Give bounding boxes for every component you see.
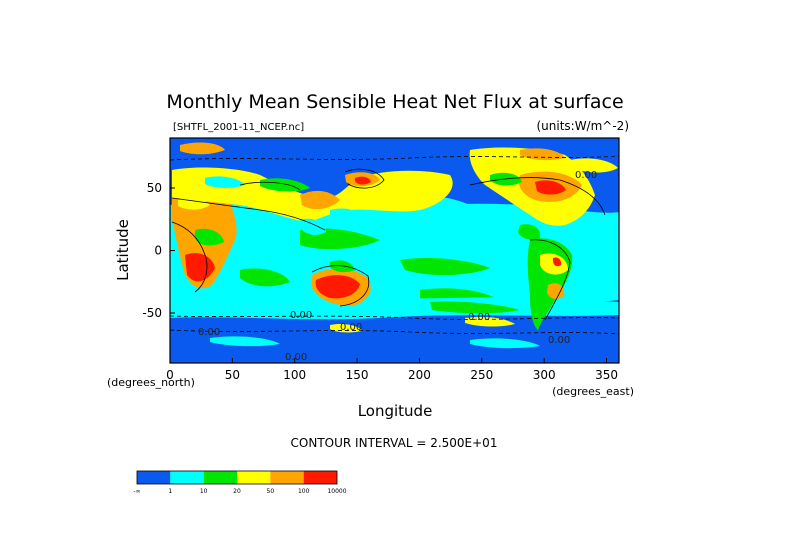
colorbar-label: 10 — [200, 488, 208, 495]
chart-title: Monthly Mean Sensible Heat Net Flux at s… — [166, 91, 623, 113]
contour-line — [311, 265, 370, 307]
x-tick-label: 250 — [470, 368, 493, 382]
antarctic-cyan — [470, 338, 540, 349]
contour-line — [529, 239, 571, 321]
x-tick-label: 150 — [346, 368, 369, 382]
x-tick-label: 300 — [533, 368, 556, 382]
contour-line — [239, 181, 301, 191]
colorbar-label: 1 — [168, 488, 172, 495]
southern-strip — [170, 297, 619, 320]
x-tick-label: 0 — [166, 368, 174, 382]
x-axis: 0 50 100 150 200 250 300 350 — [166, 358, 618, 382]
file-label: [SHTFL_2001-11_NCEP.nc] — [173, 122, 304, 133]
tropical-green-patch — [400, 257, 490, 276]
contour-line — [170, 315, 619, 320]
y-tick-label: 0 — [154, 244, 162, 258]
contour-label: 0.00 — [340, 322, 362, 333]
colorbar-swatch — [237, 471, 271, 484]
x-axis-label: Longitude — [358, 402, 433, 420]
africa-green — [195, 228, 224, 246]
contour-line — [171, 197, 326, 231]
y-tick-label: -50 — [142, 306, 162, 320]
tropical-green-patch — [240, 268, 290, 287]
contour-label: 0.00 — [548, 335, 570, 346]
y-unit-label: (degrees_north) — [107, 376, 195, 389]
canada-yellow — [570, 158, 618, 173]
contour-label: 0.00 — [198, 327, 220, 338]
colorbar-swatch — [303, 471, 337, 484]
plot-area — [170, 138, 619, 363]
arctic-orange — [520, 148, 565, 161]
colorbar-swatch — [137, 471, 171, 484]
contour-label: 0.00 — [575, 170, 597, 181]
contour-line — [170, 329, 619, 335]
contour-labels: 0.00 0.00 0.00 0.00 0.00 0.00 0.00 — [198, 170, 597, 363]
colorbar: -∞ 1 10 20 50 100 10000 — [133, 470, 347, 495]
contour-line — [171, 221, 208, 293]
y-axis: -50 0 50 — [142, 181, 175, 320]
eurasia-orange — [300, 190, 340, 210]
units-label: (units:W/m^-2) — [536, 119, 629, 133]
colorbar-label: 20 — [233, 488, 241, 495]
central-america-green — [518, 224, 541, 240]
x-tick-label: 100 — [283, 368, 306, 382]
colorbar-label: 10000 — [327, 488, 346, 495]
europe-cyan — [205, 176, 245, 188]
y-axis-label: Latitude — [114, 219, 132, 281]
contour-line — [344, 168, 385, 189]
contour-interval-text: CONTOUR INTERVAL = 2.500E+01 — [291, 436, 498, 450]
contour-label: 0.00 — [285, 352, 307, 363]
colorbar-frame — [136, 470, 338, 485]
colorbar-label: 100 — [298, 488, 310, 495]
south-america-orange — [547, 283, 565, 299]
colorbar-swatch — [203, 471, 237, 484]
contour-label: 0.00 — [290, 310, 312, 321]
southern-green — [430, 301, 520, 314]
x-unit-label: (degrees_east) — [552, 385, 634, 398]
colorbar-label: -∞ — [133, 488, 140, 495]
north-america-red — [535, 180, 566, 195]
colorbar-swatch — [270, 471, 304, 484]
andes-red — [553, 257, 562, 267]
y-tick-label: 50 — [147, 181, 162, 195]
africa-red — [185, 253, 215, 282]
contour-line — [469, 177, 606, 216]
antarctic-cyan — [210, 336, 280, 347]
australia-red — [315, 275, 360, 299]
contour-line — [170, 155, 619, 161]
contour-lines — [170, 155, 619, 335]
tibet-red — [355, 176, 371, 185]
east-asia-cyan — [330, 208, 362, 226]
colorbar-swatch — [170, 471, 204, 484]
x-tick-label: 350 — [595, 368, 618, 382]
x-tick-label: 200 — [408, 368, 431, 382]
x-tick-label: 50 — [225, 368, 240, 382]
colorbar-label: 50 — [267, 488, 275, 495]
contour-label: 0.00 — [468, 312, 490, 323]
india-cyan — [300, 218, 326, 235]
arctic-orange — [180, 142, 225, 155]
